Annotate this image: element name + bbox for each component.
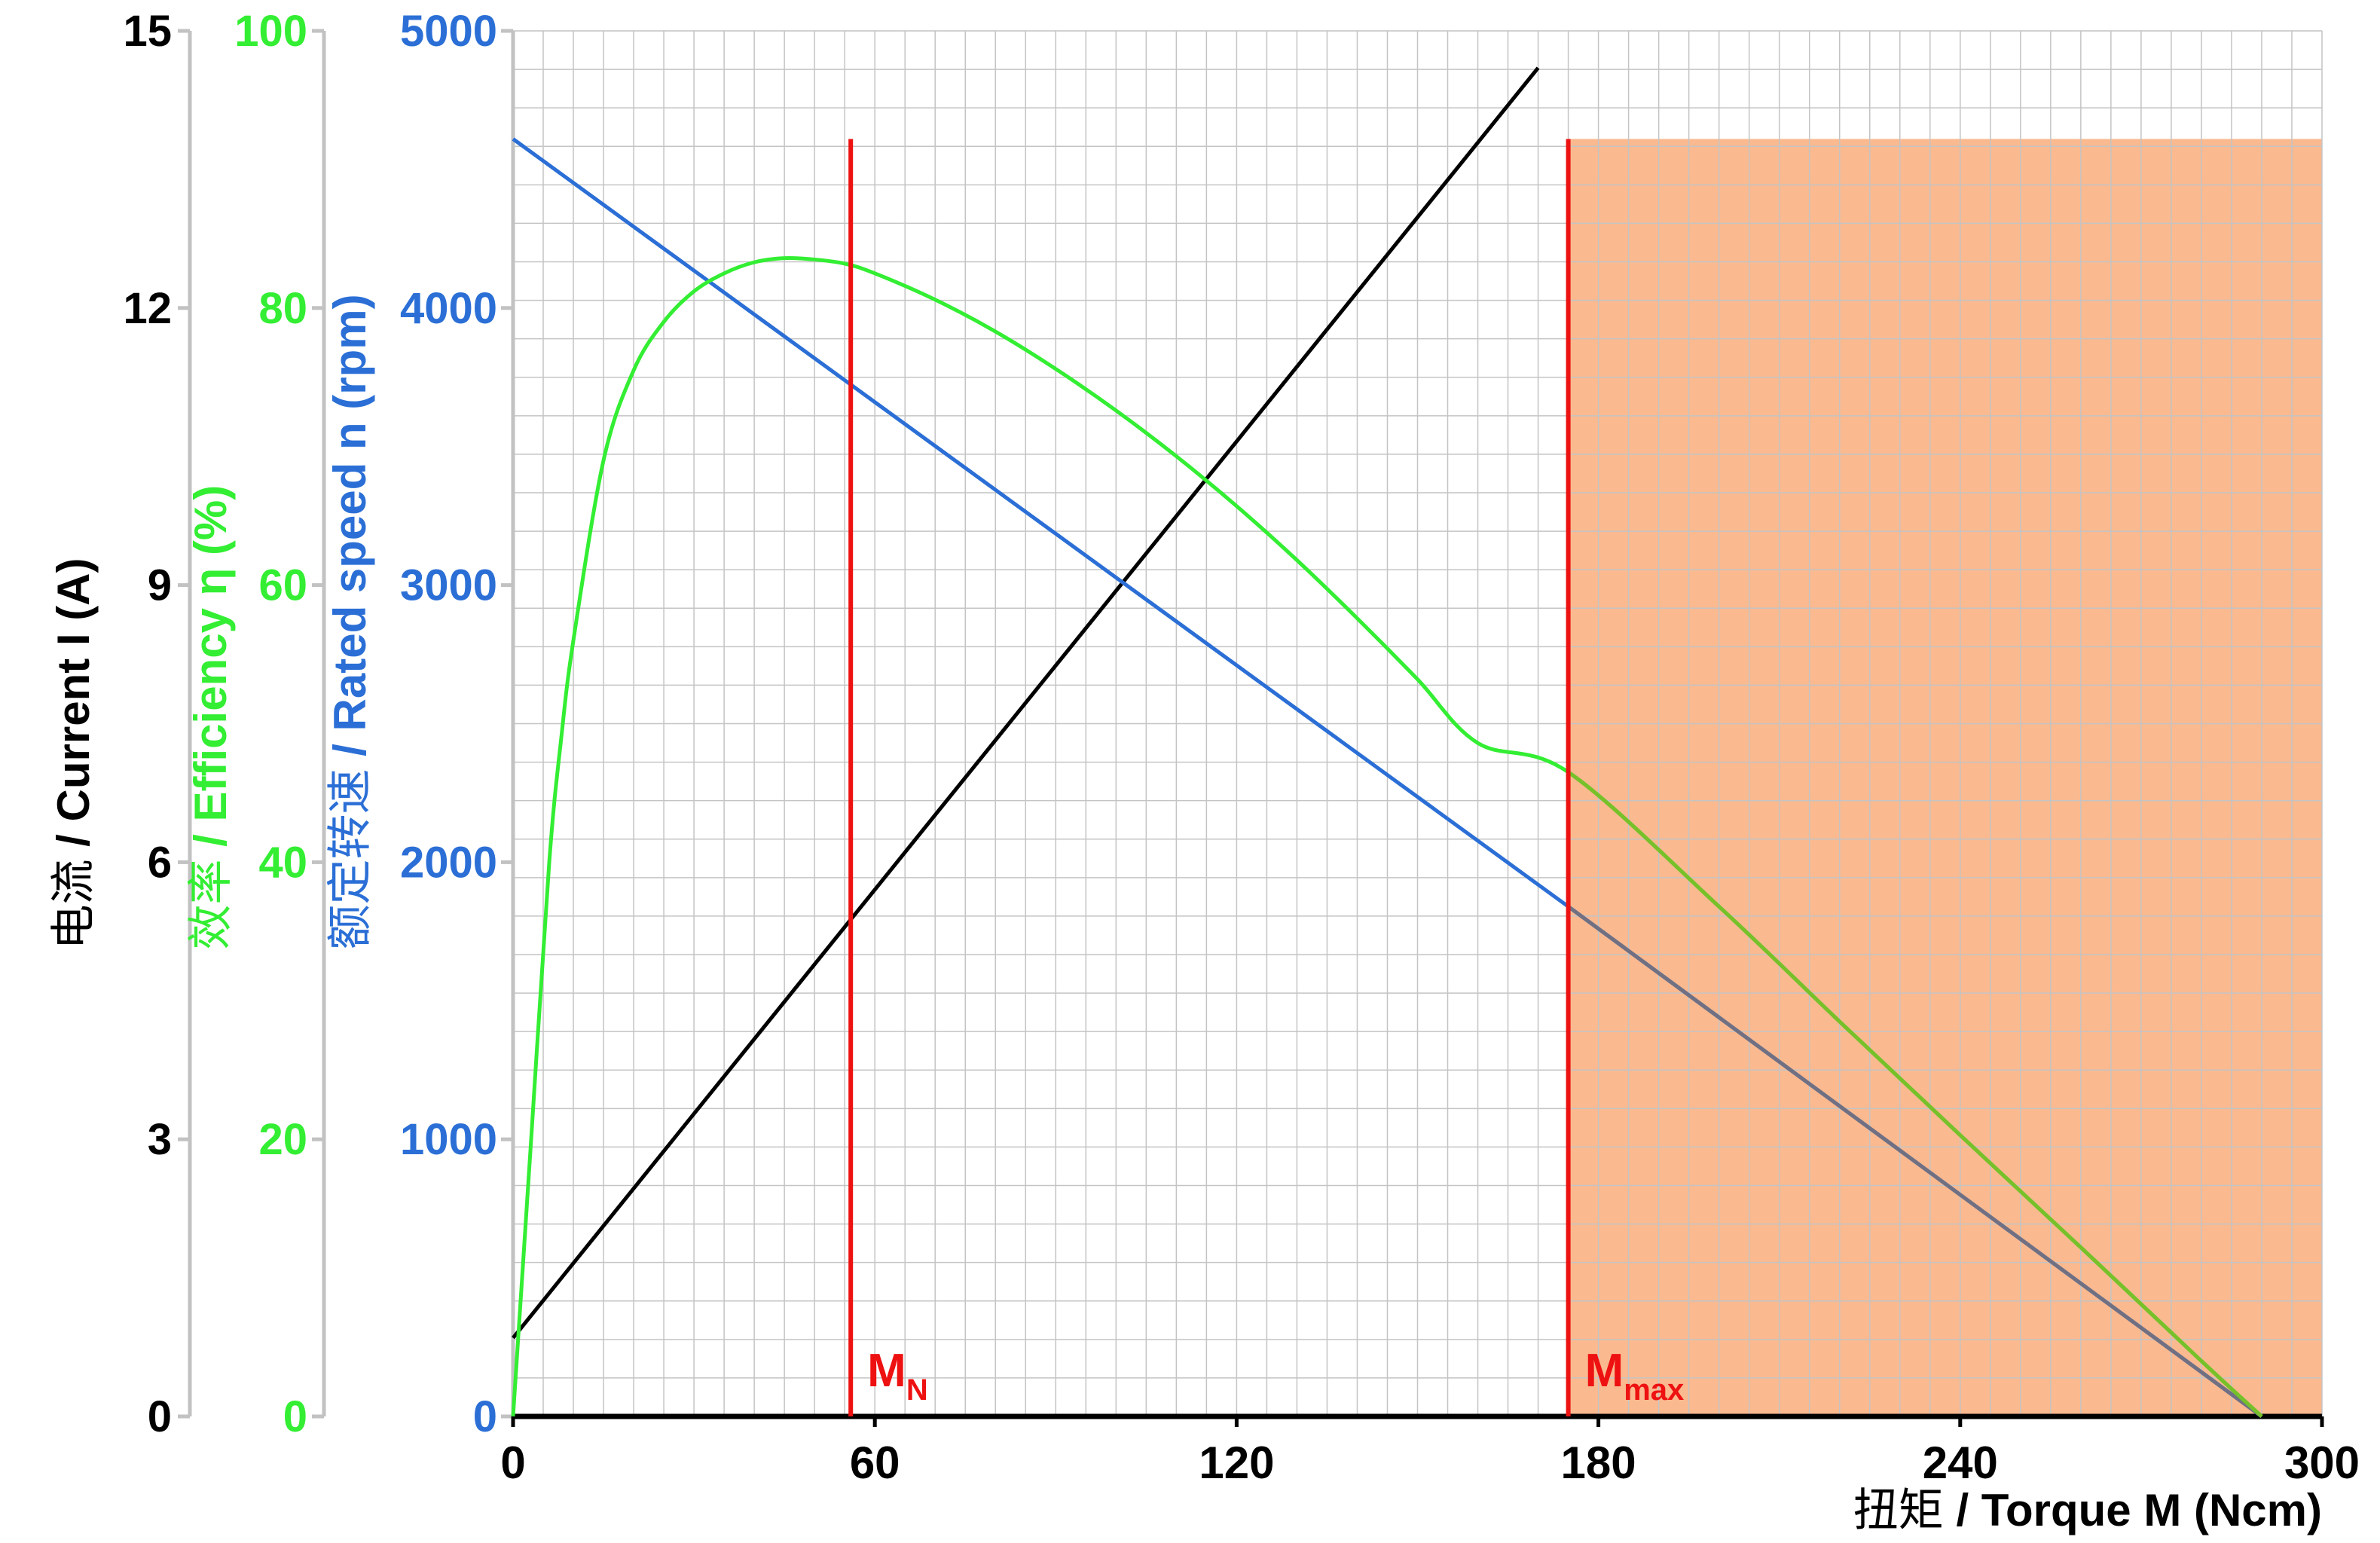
speed-tick-label: 4000 xyxy=(400,284,497,333)
efficiency-axis-title-en: Efficiency η (%) xyxy=(185,485,236,822)
efficiency-tick-label: 100 xyxy=(234,7,307,56)
current-axis-title: 电流 / Current I (A) xyxy=(47,558,100,950)
x-axis-title-sep: / xyxy=(1944,1485,1981,1535)
current-curve xyxy=(512,66,1540,1340)
efficiency-axis-title: 效率 / Efficiency η (%) xyxy=(185,485,237,950)
grid-layer xyxy=(513,30,2323,1416)
current-axis-title-sep: / xyxy=(48,821,99,859)
efficiency-axis-title-cn: 效率 xyxy=(185,860,237,950)
efficiency-tick-label: 40 xyxy=(258,838,307,887)
current-axis-title-cn: 电流 xyxy=(47,860,100,950)
labels-layer: 0 3 6 9 12 15 电流 / Current I (A) 0 20 40 60 80 100 效率… xyxy=(47,7,2360,1537)
marker-label-n: MN xyxy=(867,1345,928,1407)
current-axis-title-en: Current I (A) xyxy=(48,558,99,822)
speed-tick-label: 2000 xyxy=(400,838,497,887)
speed-tick-label: 3000 xyxy=(400,561,497,610)
speed-axis-title-en: Rated speed n (rpm) xyxy=(325,294,375,731)
markers-layer xyxy=(848,139,1571,1416)
axes-layer xyxy=(178,29,2324,1427)
marker-label-sub: max xyxy=(1624,1373,1684,1407)
marker-label-sub: N xyxy=(906,1373,928,1407)
speed-axis-title: 额定转速 / Rated speed n (rpm) xyxy=(324,294,377,949)
marker-label-main: M xyxy=(1585,1345,1624,1397)
speed-curve-overload xyxy=(1568,904,2263,1419)
x-tick-label: 240 xyxy=(1923,1438,1998,1488)
speed-tick-label: 5000 xyxy=(400,7,497,56)
efficiency-tick-label: 60 xyxy=(258,561,307,610)
efficiency-curve-overload xyxy=(1568,769,2263,1418)
x-axis-title-en: Torque M (Ncm) xyxy=(1981,1485,2322,1535)
efficiency-tick-label: 0 xyxy=(283,1392,307,1441)
overload-region xyxy=(1568,139,2322,1416)
speed-tick-label: 0 xyxy=(473,1392,497,1441)
x-tick-label: 300 xyxy=(2284,1438,2360,1488)
marker-label-max: Mmax xyxy=(1585,1345,1685,1407)
x-tick-label: 120 xyxy=(1199,1438,1274,1488)
x-axis-title: 扭矩 / Torque M (Ncm) xyxy=(1853,1484,2322,1537)
speed-tick-label: 1000 xyxy=(400,1115,497,1164)
marker-label-main: M xyxy=(867,1345,906,1397)
current-tick-label: 0 xyxy=(148,1392,172,1441)
current-tick-label: 15 xyxy=(123,7,172,56)
x-tick-label: 0 xyxy=(500,1438,525,1488)
x-axis-title-cn: 扭矩 xyxy=(1853,1484,1944,1537)
current-tick-label: 12 xyxy=(123,284,172,333)
current-tick-label: 3 xyxy=(148,1115,172,1164)
speed-axis-title-sep: / xyxy=(325,731,375,768)
efficiency-tick-label: 80 xyxy=(258,284,307,333)
speed-axis-title-cn: 额定转速 xyxy=(324,769,377,950)
current-tick-label: 6 xyxy=(148,838,172,887)
current-tick-label: 9 xyxy=(148,561,172,610)
x-tick-label: 180 xyxy=(1561,1438,1636,1488)
efficiency-tick-label: 20 xyxy=(258,1115,307,1164)
shaded-region-layer xyxy=(1568,139,2322,1416)
efficiency-axis-title-sep: / xyxy=(185,821,236,859)
x-tick-label: 60 xyxy=(850,1438,900,1488)
